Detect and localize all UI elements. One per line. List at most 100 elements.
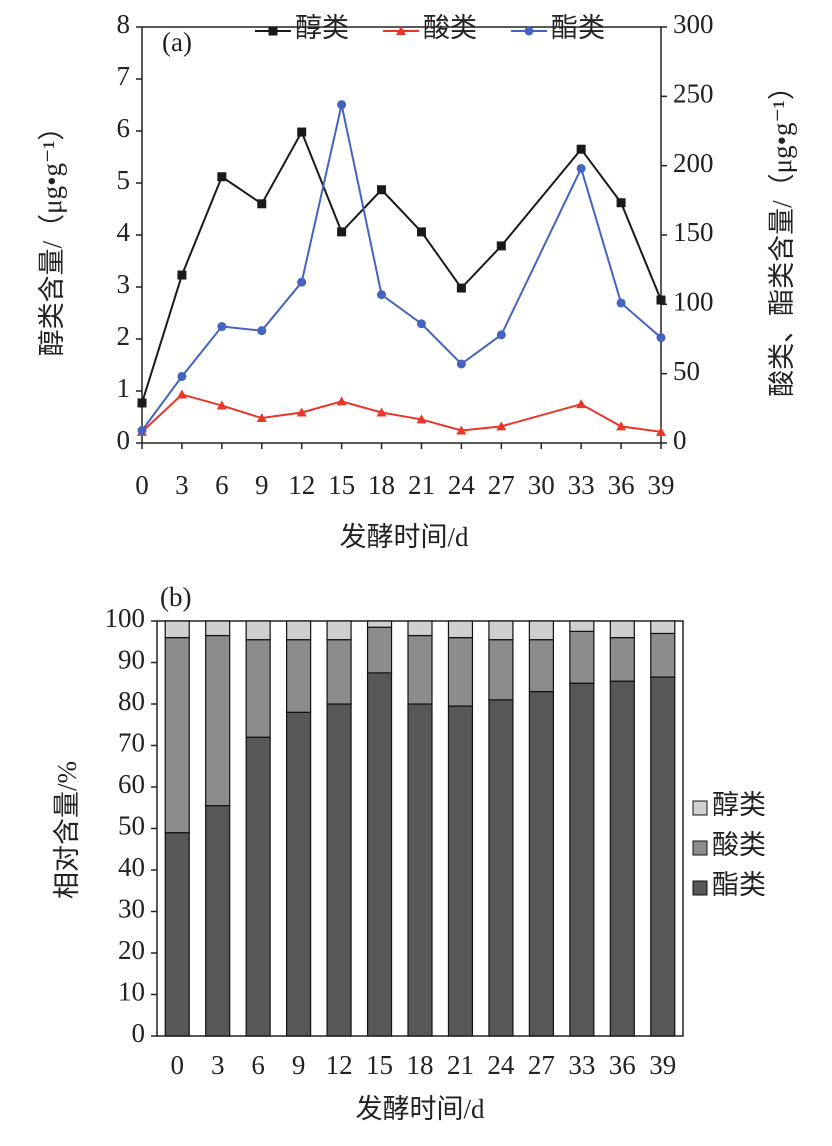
y-tick-label: 4: [117, 217, 131, 247]
point: [616, 421, 627, 431]
legend-label: 醇类: [712, 790, 766, 820]
legend-label: 醇类: [295, 13, 349, 43]
bar-segment: [569, 620, 595, 632]
x-tick-label: 27: [528, 1050, 555, 1080]
point: [496, 330, 506, 340]
x-tick-label: 3: [175, 470, 189, 500]
point: [256, 413, 267, 423]
y-tick-label: 2: [117, 321, 131, 351]
bar-segment: [650, 632, 676, 678]
bar-segment: [286, 711, 312, 1037]
point: [656, 426, 666, 436]
point: [177, 270, 187, 280]
bar-segment: [569, 630, 595, 684]
point: [576, 163, 586, 173]
bar-segment: [366, 672, 393, 1037]
x-tick-label: 30: [528, 470, 555, 500]
x-tick-label: 12: [288, 470, 315, 500]
legend-swatch: [692, 840, 708, 856]
bar-segment: [650, 620, 676, 635]
x-tick-label: 6: [251, 1050, 265, 1080]
point: [257, 326, 267, 336]
point: [137, 426, 147, 436]
y2-tick-label: 100: [673, 287, 714, 317]
bar-segment: [407, 620, 433, 637]
y-tick-label: 40: [118, 852, 145, 882]
bar-segment: [528, 690, 554, 1037]
point: [456, 425, 467, 435]
y-tick-label: 100: [105, 603, 146, 633]
point: [217, 172, 227, 182]
point: [376, 407, 387, 417]
point: [576, 144, 586, 154]
bar-segment: [164, 620, 190, 639]
plot-frame: [141, 26, 662, 444]
y-tick-label: 50: [118, 811, 145, 841]
bar-segment: [205, 805, 231, 1037]
y2-tick-label: 200: [673, 148, 714, 178]
point: [496, 421, 507, 431]
bar-segment: [286, 639, 312, 713]
bar-segment: [407, 703, 433, 1037]
point: [416, 414, 427, 424]
point: [297, 127, 307, 137]
y-tick-label: 8: [117, 9, 131, 39]
bar-segment: [245, 736, 271, 1037]
point: [456, 283, 466, 293]
x-tick-label: 33: [568, 470, 595, 500]
bar-segment: [366, 626, 393, 674]
x-tick-label: 39: [649, 1050, 676, 1080]
point: [656, 295, 666, 305]
y-tick-label: 6: [117, 113, 131, 143]
y2-tick-label: 300: [673, 9, 714, 39]
y-axis-label: 相对含量/%: [52, 761, 82, 899]
point: [377, 185, 387, 195]
x-axis-label: 发酵时间/d: [355, 1094, 485, 1124]
annotation: (b): [160, 582, 191, 612]
x-tick-label: 18: [368, 470, 395, 500]
y2-tick-label: 50: [673, 356, 700, 386]
point: [216, 400, 227, 410]
y-tick-label: 0: [117, 425, 131, 455]
bar-segment: [650, 676, 676, 1037]
bar-segment: [245, 620, 271, 641]
bar-segment: [326, 620, 352, 641]
y-tick-label: 7: [117, 61, 131, 91]
x-tick-label: 36: [608, 470, 635, 500]
bar-segment: [528, 639, 554, 693]
bar-segment: [326, 639, 352, 705]
x-tick-label: 3: [211, 1050, 225, 1080]
point: [456, 359, 466, 369]
y-axis-label: 醇类含量/（μg•g⁻¹）: [37, 114, 67, 357]
bar-segment: [609, 636, 635, 682]
y2-tick-label: 250: [673, 79, 714, 109]
point: [217, 322, 227, 332]
y-tick-label: 20: [118, 935, 145, 965]
point: [177, 371, 187, 381]
legend-marker: [268, 26, 278, 36]
y-tick-label: 30: [118, 894, 145, 924]
y-tick-label: 10: [118, 977, 145, 1007]
point: [616, 298, 626, 308]
y-tick-label: 3: [117, 269, 131, 299]
legend-marker: [524, 26, 534, 36]
y-tick-label: 60: [118, 769, 145, 799]
legend-marker: [396, 26, 406, 35]
x-tick-label: 15: [366, 1050, 393, 1080]
x-tick-label: 6: [215, 470, 229, 500]
point: [337, 227, 347, 237]
legend-label: 酸类: [712, 830, 766, 860]
x-tick-label: 24: [487, 1050, 515, 1080]
x-tick-label: 0: [170, 1050, 184, 1080]
bar-segment: [366, 620, 393, 628]
legend-label: 酯类: [712, 870, 766, 900]
bar-segment: [447, 620, 474, 639]
point: [297, 277, 307, 287]
point: [257, 199, 267, 209]
bar-segment: [609, 620, 635, 639]
x-tick-label: 12: [326, 1050, 353, 1080]
y-tick-label: 1: [117, 373, 131, 403]
point: [337, 100, 347, 110]
bar-segment: [609, 680, 635, 1037]
